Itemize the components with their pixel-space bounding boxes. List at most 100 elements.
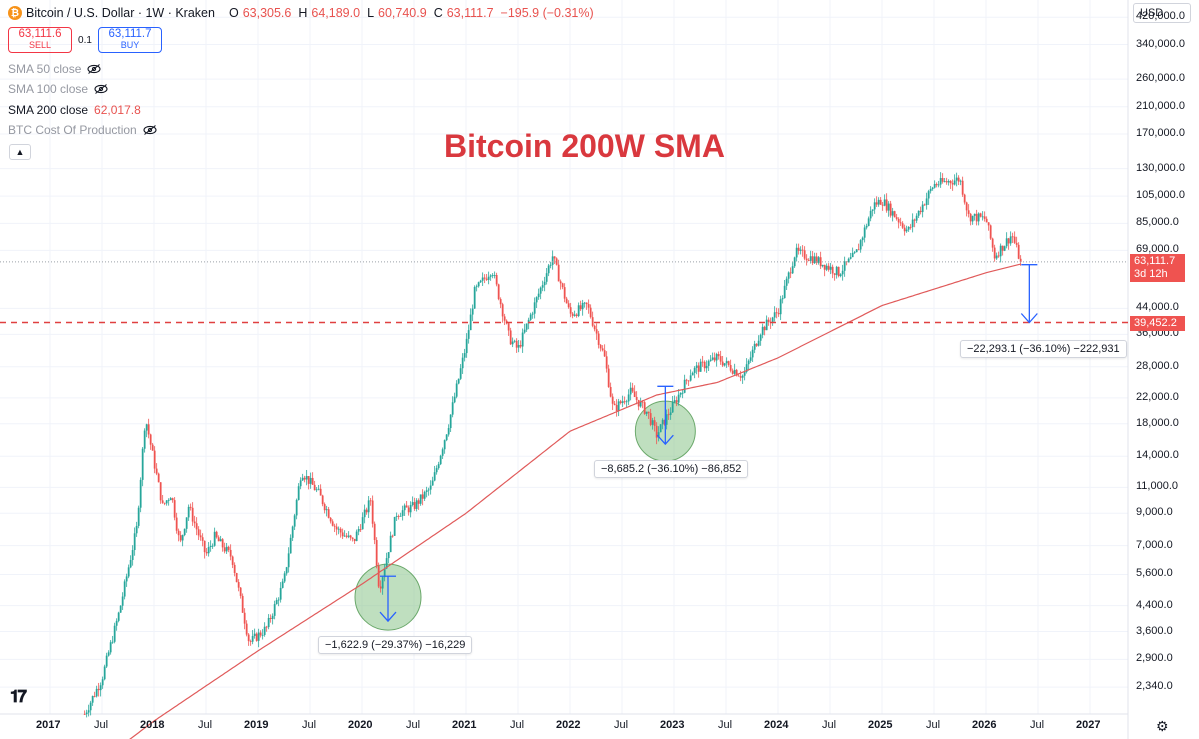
candle-body — [851, 252, 854, 258]
candle-body — [495, 275, 498, 285]
candle-body — [621, 401, 624, 403]
candle-body — [765, 319, 768, 331]
candle-body — [439, 455, 442, 465]
candle-body — [589, 307, 592, 318]
candle-body — [101, 679, 104, 686]
time-tick-label: Jul — [718, 719, 733, 731]
candle-body — [461, 357, 464, 369]
price-tick-label: 11,000.0 — [1136, 480, 1179, 493]
candle-body — [339, 528, 342, 533]
time-tick-label: 2017 — [36, 719, 61, 731]
candle-body — [271, 615, 274, 619]
candle-body — [813, 256, 816, 264]
indicator-sma-100[interactable]: SMA 100 close — [8, 82, 108, 96]
candle-body — [735, 369, 738, 376]
indicator-sma-50[interactable]: SMA 50 close — [8, 62, 101, 76]
candle-body — [773, 312, 776, 318]
candle-body — [401, 510, 404, 516]
candle-body — [289, 537, 292, 554]
candle-body — [971, 215, 974, 222]
price-tick-label: 85,000.0 — [1136, 216, 1179, 229]
candle-body — [739, 376, 742, 378]
eye-off-icon[interactable] — [94, 84, 108, 94]
candle-body — [711, 357, 714, 360]
candle-body — [127, 567, 130, 577]
candle-body — [151, 444, 154, 451]
candle-body — [313, 484, 316, 491]
candle-body — [317, 488, 320, 490]
candle-body — [159, 482, 162, 501]
candle-body — [691, 372, 694, 376]
candle-body — [917, 210, 920, 216]
candle-body — [709, 359, 712, 362]
measure-label-2020: −1,622.9 (−29.37%) −16,229 — [318, 636, 473, 654]
candle-body — [385, 558, 388, 569]
candle-body — [307, 476, 310, 484]
measure-arrow-part — [1020, 313, 1038, 324]
candle-body — [375, 540, 378, 566]
gear-icon[interactable]: ⚙ — [1156, 718, 1169, 734]
symbol-title[interactable]: Bitcoin / U.S. Dollar · 1W · Kraken — [26, 6, 215, 20]
candle-body — [463, 353, 466, 358]
candle-body — [351, 537, 354, 539]
candle-body — [545, 273, 548, 282]
candle-body — [491, 275, 494, 276]
candle-body — [427, 489, 430, 491]
candle-body — [903, 227, 906, 232]
candle-body — [561, 283, 564, 288]
eye-off-icon[interactable] — [87, 64, 101, 74]
candle-body — [759, 334, 762, 341]
time-tick-label: 2026 — [972, 719, 997, 731]
candle-body — [509, 330, 512, 345]
candle-body — [231, 556, 234, 565]
candle-body — [591, 317, 594, 326]
price-tick-label: 420,000.0 — [1136, 10, 1185, 23]
candle-body — [455, 383, 458, 397]
currency-selector[interactable]: USD — [1133, 3, 1191, 23]
buy-button[interactable]: 63,111.7 BUY — [98, 27, 162, 53]
candle-body — [615, 404, 618, 411]
candle-body — [93, 696, 96, 697]
indicator-btc-cost[interactable]: BTC Cost Of Production — [8, 123, 157, 137]
candle-body — [977, 213, 980, 222]
last-price-tag: 63,111.7 3d 12h — [1130, 253, 1185, 282]
candle-body — [1001, 245, 1004, 251]
candle-body — [305, 476, 308, 480]
candle-body — [823, 264, 826, 270]
collapse-indicators-button[interactable]: ▲ — [9, 144, 31, 160]
candle-body — [227, 546, 230, 550]
candle-body — [295, 499, 298, 516]
candle-body — [663, 419, 666, 425]
price-tick-label: 340,000.0 — [1136, 37, 1185, 50]
candle-body — [865, 225, 868, 228]
candle-body — [635, 396, 638, 400]
candle-body — [885, 199, 888, 211]
candle-body — [875, 202, 878, 205]
sell-button[interactable]: 63,111.6 SELL — [8, 27, 72, 53]
candle-body — [453, 396, 456, 403]
bitcoin-logo-icon: ₿ — [8, 6, 22, 20]
candle-body — [97, 688, 100, 691]
candle-body — [333, 525, 336, 527]
candle-body — [533, 302, 536, 314]
candle-body — [935, 184, 938, 186]
candle-body — [485, 278, 488, 280]
time-tick-label: 2018 — [140, 719, 165, 731]
indicator-sma-200[interactable]: SMA 200 close 62,017.8 — [8, 103, 141, 117]
candle-body — [795, 247, 798, 258]
candle-body — [157, 473, 160, 483]
candle-body — [315, 489, 318, 491]
candle-body — [755, 343, 758, 346]
low-value: 60,740.9 — [378, 6, 427, 20]
candle-body — [945, 181, 948, 183]
candle-body — [625, 401, 628, 403]
candle-body — [729, 364, 732, 371]
candles — [83, 172, 1022, 718]
candle-body — [669, 412, 672, 416]
price-tick-label: 4,400.0 — [1136, 598, 1173, 611]
candle-body — [237, 582, 240, 588]
eye-off-icon[interactable] — [143, 125, 157, 135]
candle-body — [967, 210, 970, 214]
candle-body — [241, 595, 244, 613]
